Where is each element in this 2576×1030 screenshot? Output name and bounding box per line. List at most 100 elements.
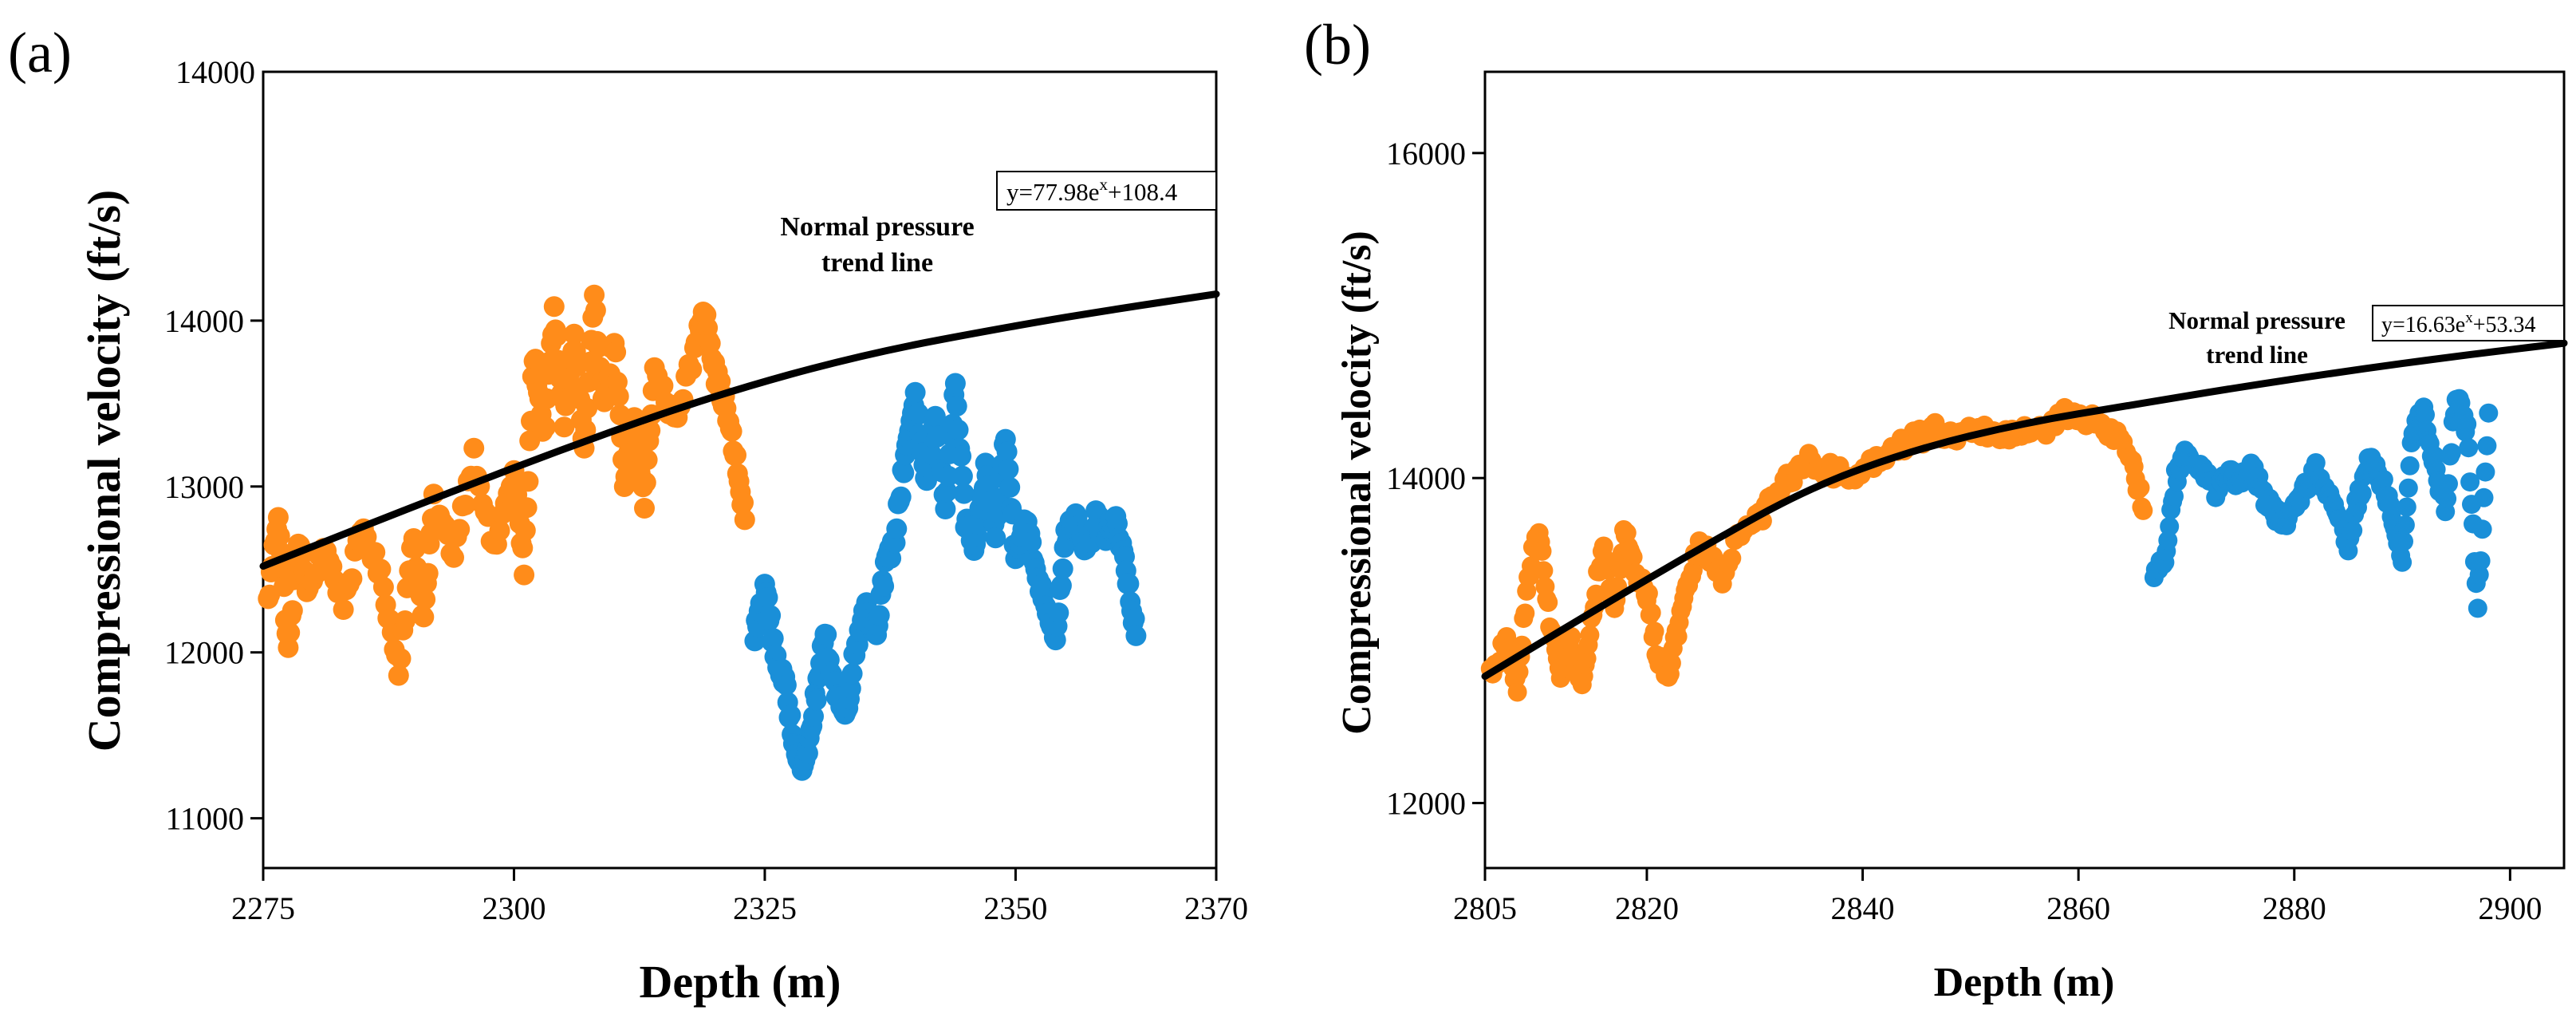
data-point-normal (390, 648, 412, 669)
equation-exponent-a: x (1100, 175, 1109, 194)
data-point-overpressure (1050, 574, 1072, 596)
data-point-overpressure (757, 587, 778, 608)
data-point-overpressure (2457, 414, 2477, 434)
data-point-overpressure (953, 483, 975, 504)
data-point-overpressure (893, 462, 915, 483)
data-point-overpressure (841, 663, 863, 685)
data-point-normal (1623, 547, 1643, 567)
data-point-overpressure (2398, 478, 2418, 498)
data-point-overpressure (904, 381, 926, 403)
data-point-overpressure (780, 704, 802, 726)
data-point-normal (636, 449, 658, 471)
data-point-overpressure (985, 527, 1006, 549)
y-tick-label-11000: 11000 (165, 801, 244, 837)
x-tick-label-2805: 2805 (1453, 890, 1517, 926)
data-point-overpressure (805, 689, 827, 711)
x-tick-label-2900: 2900 (2478, 890, 2542, 926)
data-point-overpressure (2471, 551, 2491, 570)
data-point-overpressure (1021, 531, 1042, 553)
data-point-overpressure (1124, 608, 1145, 629)
data-point-normal (652, 375, 674, 397)
data-point-normal (463, 437, 485, 459)
data-point-overpressure (2472, 519, 2492, 539)
data-point-normal (1532, 541, 1552, 561)
data-point-overpressure (947, 419, 969, 440)
x-tick-label-2860: 2860 (2046, 890, 2110, 926)
data-point-overpressure (2437, 489, 2457, 509)
data-point-normal (388, 665, 409, 686)
x-axis-title-b: Depth (m) (1934, 960, 2115, 1005)
data-point-normal (394, 610, 416, 631)
trend-line-a (259, 290, 1220, 570)
data-point-overpressure (951, 445, 972, 467)
data-point-normal (516, 497, 538, 519)
x-tick-label-2880: 2880 (2263, 890, 2326, 926)
data-point-overpressure (936, 481, 958, 503)
data-point-overpressure (946, 396, 967, 417)
data-point-normal (721, 420, 742, 442)
data-point-normal (518, 471, 539, 492)
equation-box-a (996, 171, 1217, 211)
data-point-normal (681, 359, 703, 381)
data-point-overpressure (2476, 462, 2495, 482)
panel-label-a: (a) (8, 21, 72, 85)
data-point-overpressure (2468, 598, 2487, 618)
data-point-overpressure (2158, 531, 2178, 551)
data-point-overpressure (2441, 443, 2461, 463)
data-point-overpressure (869, 605, 890, 626)
data-point-overpressure (2469, 565, 2489, 585)
data-point-overpressure (2397, 497, 2416, 517)
data-point-normal (267, 507, 289, 528)
data-point-overpressure (2477, 436, 2497, 456)
data-point-overpressure (2373, 470, 2393, 489)
y-tick-label-14000: 14000 (164, 303, 244, 339)
data-point-overpressure (2400, 456, 2420, 476)
data-point-overpressure (2352, 483, 2372, 503)
data-point-normal (1515, 603, 1535, 623)
data-point-normal (585, 300, 606, 321)
data-point-overpressure (998, 459, 1019, 479)
equation-box-b (2372, 305, 2565, 341)
data-point-normal (512, 537, 534, 558)
equation-base-a: y=77.98e (1006, 178, 1100, 206)
x-tick-label-2275: 2275 (231, 890, 295, 926)
data-point-normal (563, 323, 585, 345)
data-point-normal (1722, 548, 1742, 568)
data-point-normal (699, 333, 721, 354)
x-tick-label-2840: 2840 (1831, 890, 1895, 926)
data-point-overpressure (840, 678, 861, 699)
data-point-overpressure (1034, 579, 1055, 601)
data-point-normal (449, 519, 471, 540)
data-point-normal (364, 542, 386, 563)
data-point-normal (1668, 626, 1688, 646)
data-point-normal (1507, 682, 1527, 702)
data-point-normal (1509, 662, 1529, 682)
data-point-normal (413, 606, 435, 628)
data-point-normal (575, 419, 597, 440)
data-point-normal (553, 416, 575, 438)
data-point-overpressure (2394, 531, 2413, 551)
data-point-overpressure (2416, 405, 2435, 424)
data-point-overpressure (1125, 625, 1147, 646)
data-point-overpressure (2306, 453, 2326, 472)
data-point-normal (608, 385, 629, 407)
data-point-overpressure (816, 624, 837, 645)
data-point-normal (278, 637, 299, 658)
data-point-normal (535, 416, 556, 438)
data-point-normal (269, 525, 290, 547)
data-point-normal (514, 519, 536, 541)
trend-label-line1-a: Normal pressure (780, 212, 974, 242)
data-point-overpressure (2164, 487, 2184, 506)
data-point-overpressure (996, 441, 1018, 463)
data-point-overpressure (797, 743, 818, 764)
data-point-overpressure (2459, 438, 2479, 458)
data-point-overpressure (951, 465, 973, 487)
data-point-normal (417, 562, 439, 584)
data-point-overpressure (886, 518, 908, 539)
data-point-normal (1644, 622, 1664, 641)
data-point-normal (1661, 653, 1681, 673)
equation-text-b: y=16.63ex+53.34 (2381, 310, 2536, 337)
trend-equation-a: y=77.98ex+108.4 (996, 171, 1217, 211)
data-point-normal (2130, 478, 2150, 498)
